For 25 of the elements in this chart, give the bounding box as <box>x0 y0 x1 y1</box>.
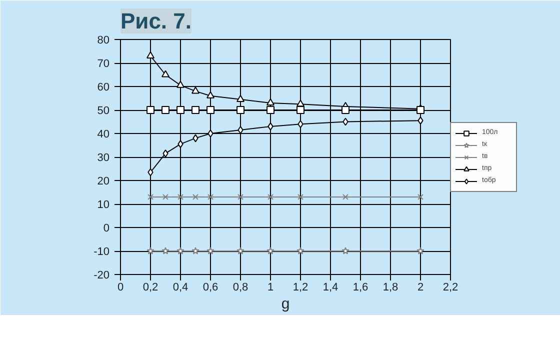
x-tick-label: 1,8 <box>382 282 398 294</box>
y-tick-label: -20 <box>94 270 110 282</box>
x-axis-title: g <box>281 296 290 312</box>
x-tick-label: 0 <box>117 282 124 294</box>
y-tick-label: 20 <box>97 176 110 188</box>
x-tick-label: 0,4 <box>172 282 188 294</box>
chart-title: Рис. 7. <box>120 8 192 34</box>
y-tick-label: 80 <box>97 34 110 46</box>
y-tick-label: 10 <box>97 199 110 211</box>
x-tick-label: 2 <box>417 282 424 294</box>
x-tick-label: 2,2 <box>442 282 458 294</box>
x-tick-label: 0,2 <box>142 282 158 294</box>
x-tick-label: 1,6 <box>352 282 368 294</box>
y-tick-label: 0 <box>103 222 110 234</box>
x-tick-label: 1 <box>267 282 274 294</box>
y-tick-label: 40 <box>97 128 110 140</box>
y-tick-label: 30 <box>97 152 110 164</box>
x-tick-label: 1,4 <box>322 282 338 294</box>
y-tick-label: 50 <box>97 105 110 117</box>
y-tick-label: 60 <box>97 82 110 94</box>
x-tick-label: 1,2 <box>292 282 308 294</box>
x-tick-label: 0,6 <box>202 282 218 294</box>
y-tick-label: 70 <box>97 58 110 70</box>
y-tick-label: -10 <box>94 246 110 258</box>
x-tick-label: 0,8 <box>232 282 248 294</box>
